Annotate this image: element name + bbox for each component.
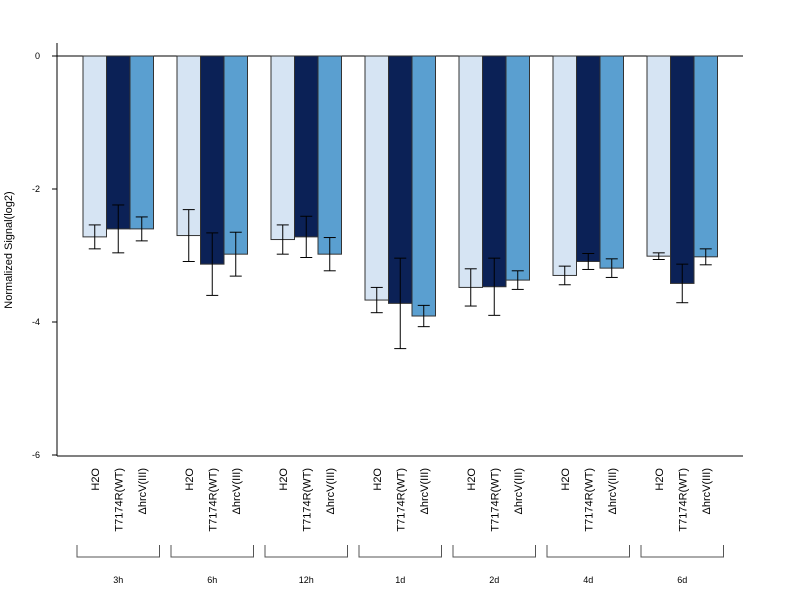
category-label: ΔhrcV(III) [231, 468, 243, 514]
y-axis-label: Normalized Signal(log2) [3, 191, 15, 308]
category-label: ΔhrcV(III) [419, 468, 431, 514]
category-labels: H2O T7174R(WT) ΔhrcV(III) H2O T7174R(WT) Δhrc… [90, 468, 713, 532]
group-label: 6d [677, 575, 687, 585]
group-brackets: 3h 6h 12h 1d 2d 4d 6d [76, 545, 724, 585]
bar [129, 55, 154, 230]
bar [646, 55, 671, 257]
category-label: ΔhrcV(III) [325, 468, 337, 514]
category-label: T7174R(WT) [489, 468, 501, 532]
category-label: T7174R(WT) [395, 468, 407, 532]
y-tick-label: 0 [35, 51, 40, 61]
group-bracket [76, 545, 160, 558]
bar [458, 55, 483, 288]
bar [505, 55, 530, 281]
category-label: H2O [372, 468, 384, 491]
group-bracket [264, 545, 348, 558]
group-label: 4d [583, 575, 593, 585]
category-label: ΔhrcV(III) [137, 468, 149, 514]
bar [82, 55, 107, 238]
bar [576, 55, 601, 262]
y-tick-label: -4 [32, 317, 40, 327]
category-label: T7174R(WT) [583, 468, 595, 532]
category-label: T7174R(WT) [113, 468, 125, 532]
bar [693, 55, 718, 258]
bar [176, 55, 201, 237]
category-label: T7174R(WT) [301, 468, 313, 532]
group-label: 3h [113, 575, 123, 585]
group-label: 6h [207, 575, 217, 585]
bar [482, 55, 507, 288]
category-label: H2O [90, 468, 102, 491]
bar [106, 55, 131, 230]
bar [670, 55, 695, 284]
group-bracket [170, 545, 254, 558]
bars [82, 55, 718, 317]
group-label: 12h [299, 575, 314, 585]
category-label: ΔhrcV(III) [607, 468, 619, 514]
category-label: T7174R(WT) [207, 468, 219, 532]
error-bars [88, 204, 712, 350]
bar [364, 55, 389, 301]
bar [599, 55, 624, 269]
category-label: H2O [560, 468, 572, 491]
y-ticks: 0 -2 -4 -6 [32, 51, 57, 460]
category-label: ΔhrcV(III) [701, 468, 713, 514]
bar [270, 55, 295, 241]
group-bracket [358, 545, 442, 558]
group-label: 1d [395, 575, 405, 585]
bar [317, 55, 342, 255]
category-label: H2O [654, 468, 666, 491]
group-bracket [640, 545, 724, 558]
bar [223, 55, 248, 255]
category-label: H2O [278, 468, 290, 491]
bar [552, 55, 577, 276]
group-bracket [546, 545, 630, 558]
category-label: H2O [184, 468, 196, 491]
category-label: H2O [466, 468, 478, 491]
bar [294, 55, 319, 238]
y-tick-label: -2 [32, 184, 40, 194]
bar [411, 55, 436, 317]
category-label: ΔhrcV(III) [513, 468, 525, 514]
group-label: 2d [489, 575, 499, 585]
category-label: T7174R(WT) [677, 468, 689, 532]
y-tick-label: -6 [32, 450, 40, 460]
group-bracket [452, 545, 536, 558]
